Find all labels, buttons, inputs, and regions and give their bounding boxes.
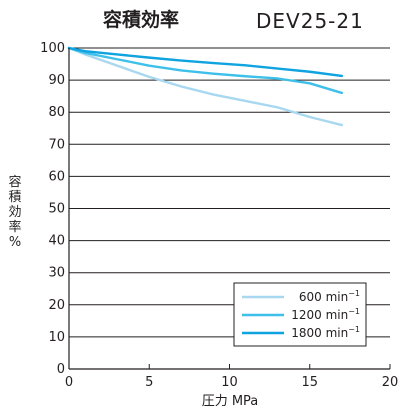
x-tick-label-20: 20 — [382, 375, 399, 390]
axes — [68, 48, 391, 370]
y-label-char-4: % — [9, 235, 21, 250]
y-label-char-1: 積 — [8, 190, 21, 205]
series-line-1200 — [67, 46, 344, 95]
series-line-600 — [67, 46, 344, 127]
legend-label-1200: 1200 min−1 — [291, 307, 360, 322]
x-tick-labels: 0 5 10 15 20 — [65, 375, 398, 390]
legend-label-600: 600 min−1 — [299, 289, 360, 304]
y-tick-label-60: 60 — [48, 169, 65, 184]
y-tick-label-40: 40 — [48, 234, 65, 249]
x-tick-label-5: 5 — [145, 375, 153, 390]
y-tick-label-70: 70 — [48, 137, 65, 152]
x-tick-label-15: 15 — [301, 375, 318, 390]
y-axis-label: 容積効率% — [8, 174, 21, 250]
chart-title: 容積効率 — [103, 8, 179, 31]
y-tick-label-100: 100 — [40, 41, 65, 56]
y-tick-labels: 0 10 20 30 40 50 60 70 80 90 100 — [40, 41, 65, 377]
series-lines — [67, 46, 344, 127]
y-tick-label-10: 10 — [48, 330, 65, 345]
y-label-char-3: 率 — [8, 219, 21, 235]
y-tick-label-80: 80 — [48, 105, 65, 120]
legend: 600 min−1 1200 min−1 1800 min−1 — [233, 282, 367, 347]
y-tick-label-50: 50 — [48, 202, 65, 217]
gridlines — [69, 47, 390, 370]
y-label-char-0: 容 — [8, 174, 21, 190]
y-tick-label-30: 30 — [48, 266, 65, 281]
x-tick-label-0: 0 — [65, 375, 73, 390]
y-label-char-2: 効 — [8, 205, 21, 220]
y-tick-label-90: 90 — [48, 73, 65, 88]
series-line-1800 — [67, 46, 344, 78]
legend-label-1800: 1800 min−1 — [291, 325, 360, 340]
y-tick-label-0: 0 — [57, 362, 65, 377]
y-tick-label-20: 20 — [48, 298, 65, 313]
model-name: DEV25-21 — [256, 9, 364, 33]
x-axis-label: 圧力 MPa — [202, 394, 259, 409]
x-tick-label-10: 10 — [221, 375, 238, 390]
